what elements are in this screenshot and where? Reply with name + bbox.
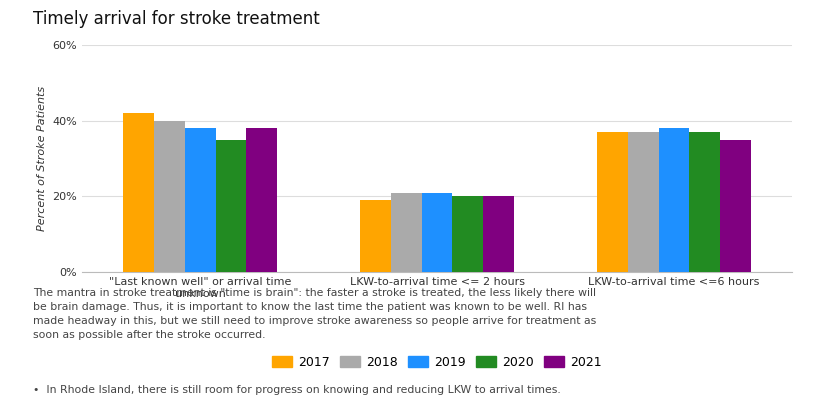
Text: The mantra in stroke treatment is "time is brain": the faster a stroke is treate: The mantra in stroke treatment is "time … bbox=[33, 288, 596, 340]
Text: Timely arrival for stroke treatment: Timely arrival for stroke treatment bbox=[33, 10, 319, 28]
Bar bbox=[453, 197, 484, 272]
Text: •  In Rhode Island, there is still room for progress on knowing and reducing LKW: • In Rhode Island, there is still room f… bbox=[33, 385, 560, 395]
Bar bbox=[597, 132, 627, 272]
Bar bbox=[123, 113, 154, 272]
Legend: 2017, 2018, 2019, 2020, 2021: 2017, 2018, 2019, 2020, 2021 bbox=[267, 351, 607, 374]
Bar bbox=[484, 197, 514, 272]
Bar bbox=[216, 140, 247, 272]
Bar bbox=[247, 129, 277, 272]
Bar bbox=[627, 132, 659, 272]
Bar bbox=[690, 132, 721, 272]
Bar bbox=[185, 129, 216, 272]
Bar bbox=[391, 192, 422, 272]
Y-axis label: Percent of Stroke Patients: Percent of Stroke Patients bbox=[37, 86, 47, 231]
Bar bbox=[659, 129, 690, 272]
Bar bbox=[154, 121, 185, 272]
Bar bbox=[422, 192, 453, 272]
Bar bbox=[721, 140, 751, 272]
Bar bbox=[360, 200, 391, 272]
